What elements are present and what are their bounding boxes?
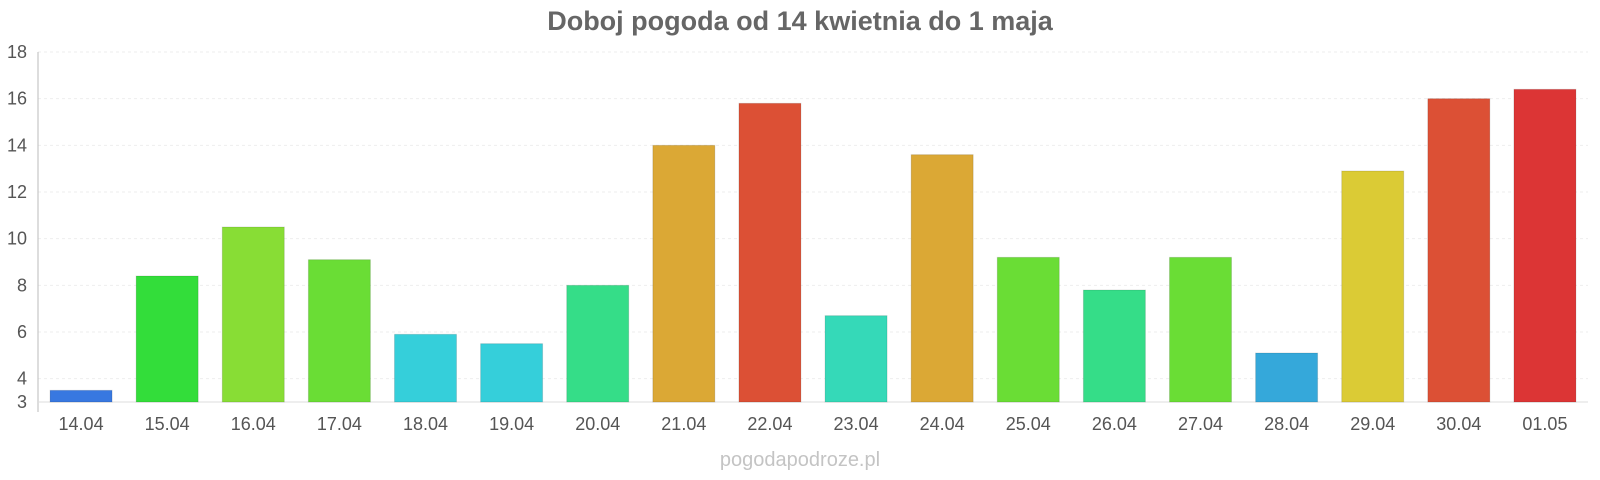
y-tick-label: 3 (17, 392, 27, 412)
bar-27-04[interactable] (1169, 256, 1232, 403)
y-tick-label: 16 (7, 89, 27, 109)
bar-22-04[interactable] (738, 102, 802, 403)
x-tick-label: 15.04 (145, 414, 190, 434)
bar-26-04[interactable] (1082, 289, 1146, 403)
x-tick-label: 17.04 (317, 414, 362, 434)
x-tick-label: 23.04 (834, 414, 879, 434)
bar-15-04[interactable] (135, 275, 199, 403)
axes (37, 52, 1588, 412)
bar-25-04[interactable] (996, 256, 1060, 403)
x-tick-label: 01.05 (1522, 414, 1567, 434)
y-tick-label: 10 (7, 229, 27, 249)
x-tick-label: 26.04 (1092, 414, 1137, 434)
y-tick-label: 8 (17, 275, 27, 295)
bar-30-04[interactable] (1427, 98, 1491, 403)
y-tick-label: 12 (7, 182, 27, 202)
chart-title: Doboj pogoda od 14 kwietnia do 1 maja (547, 6, 1053, 36)
watermark: pogodapodroze.pl (719, 449, 881, 471)
x-tick-label: 30.04 (1436, 414, 1481, 434)
bar-17-04[interactable] (307, 259, 371, 403)
bar-28-04[interactable] (1255, 352, 1319, 403)
y-tick-labels: 3 4 6 8 10 12 14 16 18 (7, 42, 27, 412)
bar-16-04[interactable] (221, 226, 285, 403)
x-tick-label: 21.04 (661, 414, 706, 434)
bar-18-04[interactable] (394, 333, 457, 403)
x-tick-label: 19.04 (489, 414, 534, 434)
bar-01-05[interactable] (1513, 88, 1577, 403)
bar-14-04[interactable] (49, 389, 113, 403)
bar-20-04[interactable] (566, 284, 630, 403)
bar-24-04[interactable] (910, 154, 974, 403)
y-tick-label: 14 (7, 135, 27, 155)
bar-29-04[interactable] (1341, 170, 1405, 403)
x-tick-label: 14.04 (59, 414, 104, 434)
bar-21-04[interactable] (652, 144, 716, 403)
x-tick-labels: 14.04 15.04 16.04 17.04 18.04 19.04 20.04 21.04… (59, 414, 1568, 434)
x-tick-label: 25.04 (1006, 414, 1051, 434)
bars (49, 88, 1577, 403)
bar-23-04[interactable] (824, 315, 888, 403)
x-tick-label: 18.04 (403, 414, 448, 434)
grid-lines (38, 51, 1588, 380)
bar-19-04[interactable] (480, 343, 544, 403)
x-tick-label: 28.04 (1264, 414, 1309, 434)
y-tick-label: 18 (7, 42, 27, 62)
y-tick-label: 6 (17, 322, 27, 342)
x-tick-label: 24.04 (920, 414, 965, 434)
x-tick-label: 16.04 (231, 414, 276, 434)
x-tick-label: 22.04 (747, 414, 792, 434)
x-tick-label: 20.04 (575, 414, 620, 434)
x-tick-label: 29.04 (1350, 414, 1395, 434)
x-tick-label: 27.04 (1178, 414, 1223, 434)
y-tick-label: 4 (17, 369, 27, 389)
